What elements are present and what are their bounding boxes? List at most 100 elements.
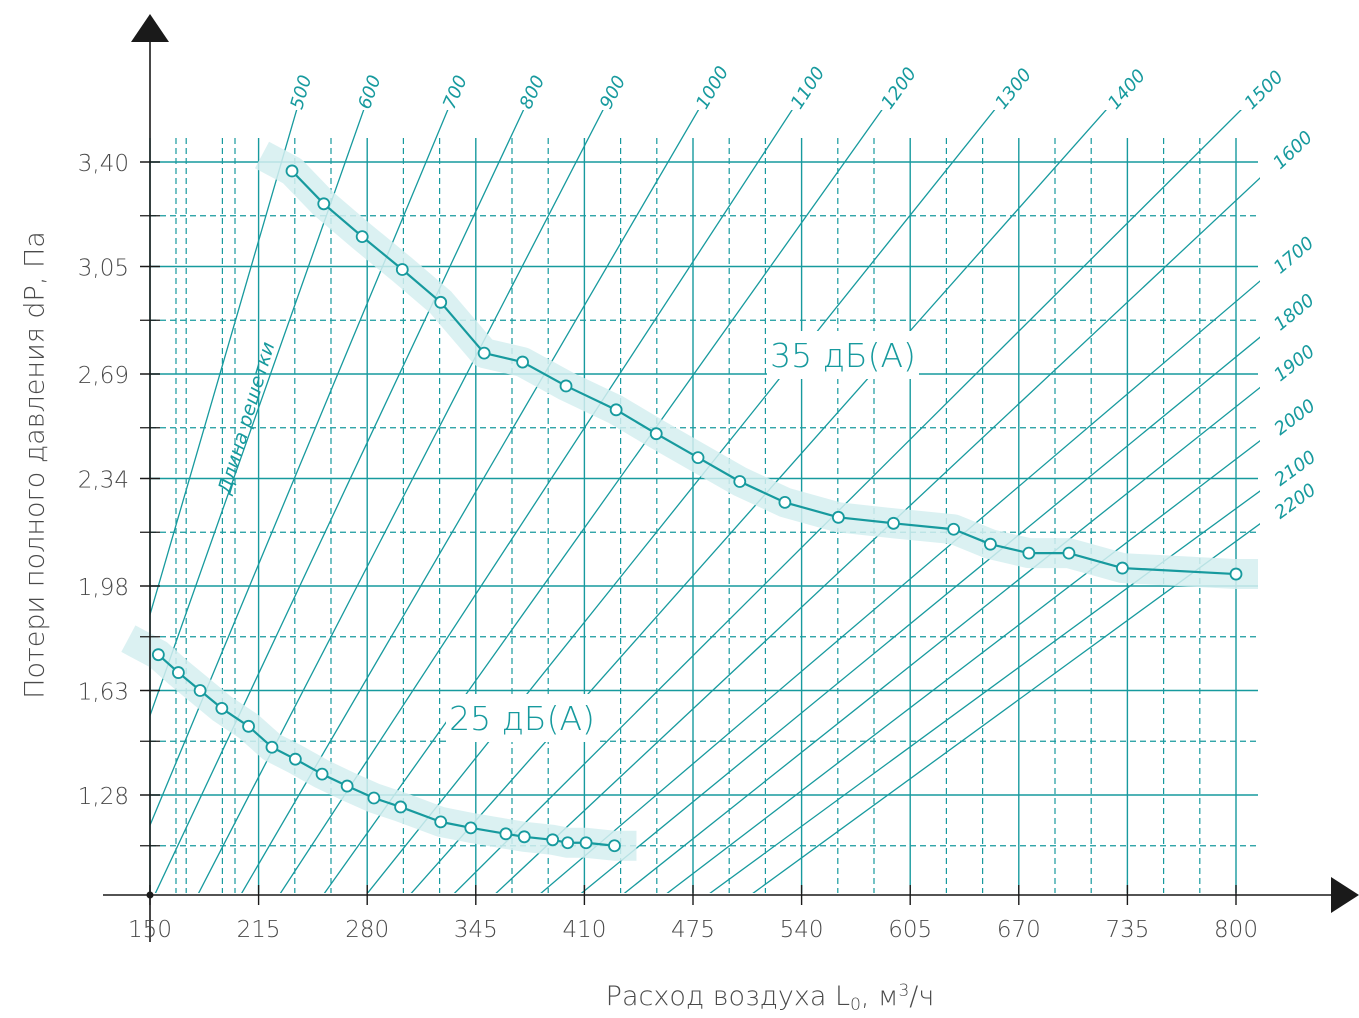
grille-line-1800: [580, 336, 1260, 893]
grille-line-label-1400: 1400: [1104, 65, 1150, 113]
data-point: [499, 827, 513, 841]
y-axis-arrow-icon: [131, 14, 169, 42]
x-tick-label: 735: [1105, 917, 1149, 943]
grille-line-label-900: 900: [596, 72, 630, 112]
data-point: [947, 522, 961, 536]
data-point: [367, 791, 381, 805]
series-35db: 35 дБ(А): [254, 141, 1258, 590]
y-tick-label: 1,28: [78, 784, 129, 810]
data-point: [434, 295, 448, 309]
y-tick-label: 1,63: [78, 679, 129, 705]
data-point: [434, 815, 448, 829]
data-point: [265, 740, 279, 754]
grille-line-2100: [709, 490, 1260, 893]
x-tick-label: 605: [888, 917, 932, 943]
x-tick-label: 540: [780, 917, 824, 943]
grille-line-2000: [666, 439, 1260, 893]
data-point: [394, 800, 408, 814]
grille-line-label-1800: 1800: [1270, 290, 1319, 335]
data-point: [477, 346, 491, 360]
data-point: [151, 648, 165, 662]
x-tick-label: 800: [1214, 917, 1258, 943]
data-point: [561, 836, 575, 850]
data-point: [1229, 567, 1243, 581]
data-point: [285, 164, 299, 178]
data-point: [516, 355, 529, 369]
data-point: [340, 779, 354, 793]
data-point: [242, 719, 255, 733]
y-tick-label: 1,98: [78, 575, 129, 601]
grille-line-1300: [366, 110, 996, 893]
data-point: [778, 495, 792, 509]
data-point: [288, 752, 302, 766]
grille-line-label-2200: 2200: [1271, 479, 1320, 523]
grille-line-600: [150, 110, 365, 718]
data-point: [1115, 561, 1129, 575]
grille-line-label-500: 500: [287, 73, 317, 112]
data-point: [464, 821, 478, 835]
series-label-bg: [767, 331, 919, 379]
x-tick-label: 280: [345, 917, 389, 943]
grille-length-lines: [150, 110, 1260, 893]
grille-line-1100: [279, 110, 793, 893]
data-point: [733, 475, 747, 488]
x-tick-label: 215: [237, 917, 281, 943]
data-point: [317, 197, 331, 211]
data-point: [579, 836, 593, 850]
x-tick-label: 150: [128, 917, 172, 943]
data-point: [215, 702, 229, 715]
grille-line-700: [150, 110, 449, 827]
grille-line-500: [150, 110, 298, 617]
series-label: 35 дБ(А): [770, 336, 916, 375]
grille-line-label-2000: 2000: [1270, 395, 1319, 439]
grille-line-label-800: 800: [516, 72, 550, 112]
data-point: [831, 510, 845, 524]
grille-line-1700: [540, 280, 1260, 893]
grille-line-1900: [623, 386, 1260, 893]
series-label-bg: [446, 694, 598, 742]
grille-line-label-1300: 1300: [991, 65, 1036, 114]
x-axis-title: Расход воздуха L0, м3/ч: [605, 981, 935, 1015]
data-point: [887, 516, 900, 530]
grille-line-label-1500: 1500: [1240, 67, 1287, 114]
data-point: [172, 666, 185, 679]
x-tick-label: 345: [454, 917, 498, 943]
y-tick-label: 2,69: [78, 363, 129, 389]
data-point: [559, 379, 573, 393]
data-point: [355, 230, 369, 244]
y-tick-label: 3,05: [78, 256, 129, 282]
series-label: 25 дБ(А): [449, 699, 595, 738]
grille-line-label-1100: 1100: [787, 63, 830, 113]
grille-line-900: [197, 110, 604, 893]
axes: 1,28 1,63 1,98 2,34 2,69 3,05 3,40 150 215 280 345…: [78, 14, 1359, 943]
grille-line-1200: [323, 110, 883, 893]
grille-line-label-600: 600: [354, 73, 385, 112]
grille-line-800: [154, 110, 525, 893]
x-tick-label: 670: [997, 917, 1041, 943]
series-line: [291, 170, 1237, 576]
x-tick-label: 410: [562, 917, 606, 943]
data-point: [983, 537, 997, 551]
data-point: [517, 830, 531, 844]
data-point: [608, 839, 621, 853]
data-point: [649, 427, 663, 441]
data-point: [546, 833, 560, 847]
x-axis-arrow-icon: [1331, 877, 1359, 913]
y-axis-title: Потери полного давления dP, Па: [19, 231, 51, 699]
grille-line-label-1600: 1600: [1269, 127, 1317, 174]
series-band: [254, 141, 1258, 590]
data-point: [1062, 546, 1076, 560]
grille-line-label-700: 700: [439, 72, 472, 112]
data-point: [395, 263, 409, 276]
grille-line-label-1700: 1700: [1270, 233, 1318, 279]
y-tick-label: 3,40: [78, 151, 129, 177]
grille-line-label-2100: 2100: [1271, 447, 1320, 491]
data-point: [193, 684, 207, 697]
grille-line-label-1200: 1200: [877, 64, 921, 114]
x-tick-label: 475: [671, 917, 715, 943]
y-tick-label: 2,34: [78, 468, 129, 494]
data-point: [1022, 546, 1036, 560]
grille-line-1000: [241, 110, 700, 893]
data-point: [691, 451, 705, 464]
